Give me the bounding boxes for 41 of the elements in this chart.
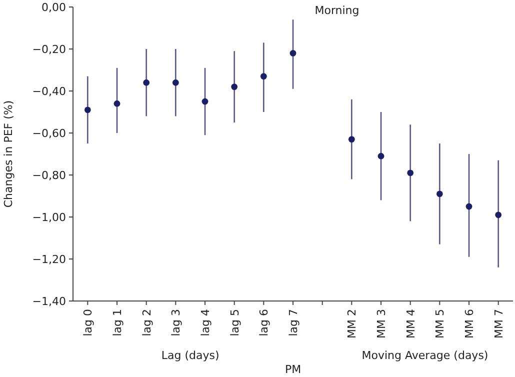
y-tick-label: −1,40 (32, 294, 66, 308)
y-tick-label: −0,20 (32, 42, 66, 56)
chart-title: Morning (314, 4, 360, 17)
text: Lag (days) (161, 349, 220, 362)
point (231, 84, 238, 90)
x-tick-label: MM 5 (434, 309, 447, 338)
point (202, 98, 208, 105)
y-tick-label: 0,00 (42, 0, 66, 14)
point (260, 73, 267, 80)
point (114, 100, 120, 107)
x-tick-label: lag 5 (228, 309, 242, 336)
y-tick-label: −0,60 (32, 126, 66, 140)
x-tick-label: lag 1 (111, 309, 124, 336)
y-tick-label: −1,20 (32, 252, 66, 266)
x-tick-label: MM 7 (492, 309, 506, 338)
x-tick-label: lag 0 (82, 309, 95, 336)
point (143, 79, 150, 86)
y-axis-title: Changes in PEF (%) (2, 100, 15, 208)
x-tick-label: lag 3 (170, 309, 183, 336)
y-tick-label: −1,00 (32, 210, 66, 224)
point (407, 170, 414, 176)
x-tick-label: lag 7 (287, 309, 300, 336)
x-tick-label: lag 2 (140, 309, 154, 336)
point (172, 79, 179, 86)
x-tick-label: MM 2 (346, 309, 359, 338)
y-tick-label: −0,80 (32, 168, 66, 182)
point (378, 152, 384, 160)
point (436, 190, 443, 198)
point (495, 212, 502, 218)
x-tick-label: MM 3 (375, 309, 388, 338)
y-tick-label: −0,40 (32, 84, 66, 98)
text: Moving Average (days) (362, 349, 488, 362)
point (348, 136, 355, 142)
x-tick-label: lag 4 (199, 309, 212, 336)
point (84, 106, 91, 114)
x-tick-label: MM 4 (404, 309, 418, 338)
x-tick-label: lag 6 (258, 309, 271, 336)
point (466, 203, 472, 210)
x-axis-title: PM (284, 363, 302, 376)
x-tick-label: MM 6 (463, 309, 476, 338)
point (290, 50, 296, 56)
